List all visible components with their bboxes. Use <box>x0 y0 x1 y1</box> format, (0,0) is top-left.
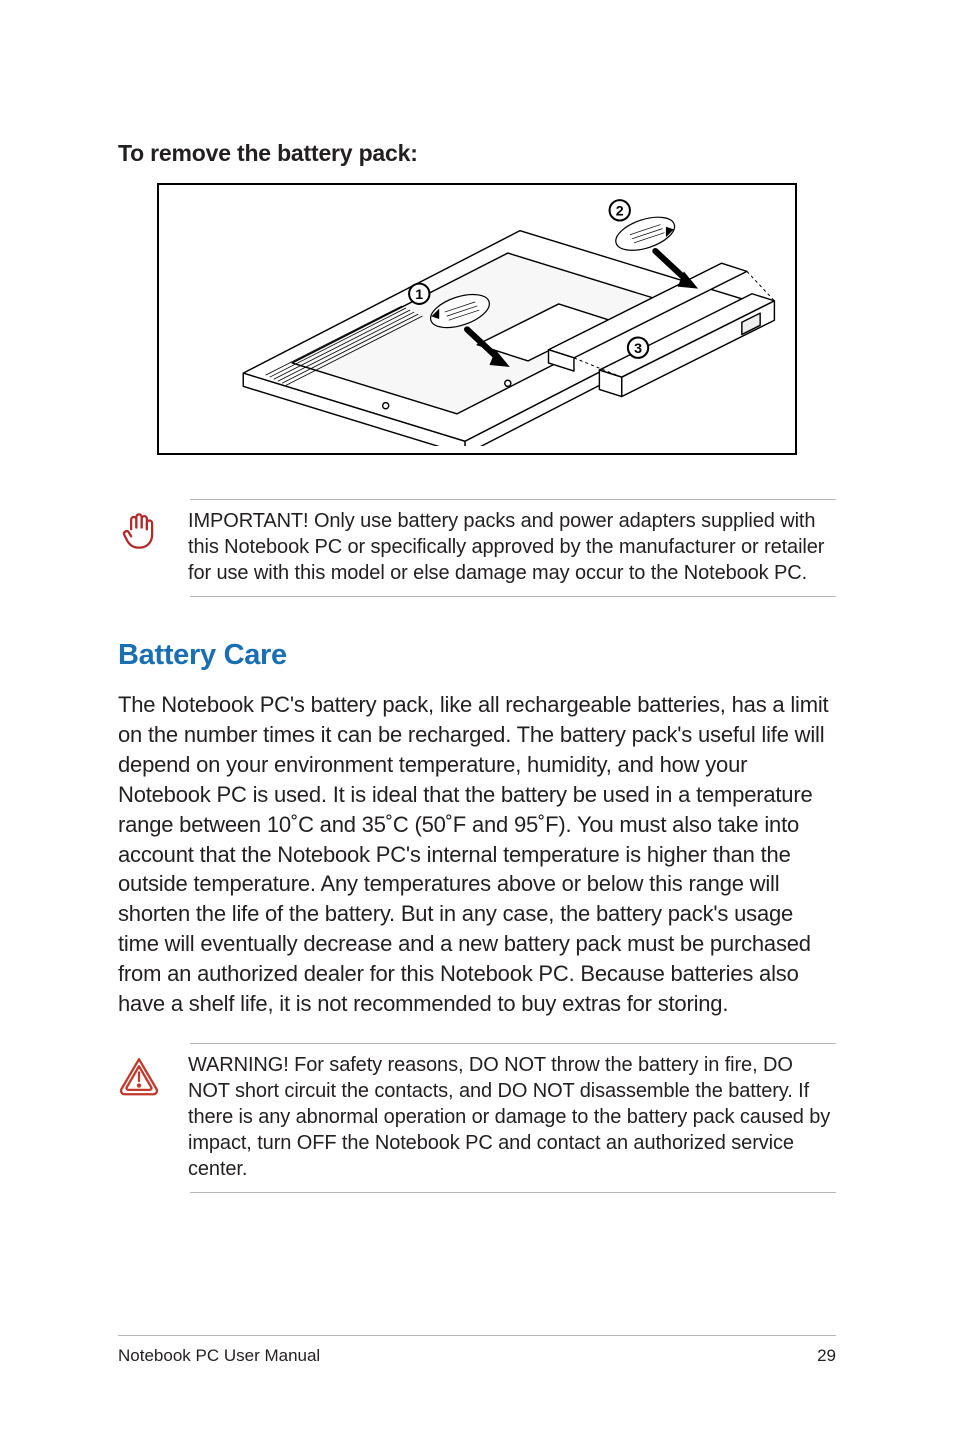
footer-title: Notebook PC User Manual <box>118 1346 320 1366</box>
warning-label: WARNING! <box>188 1054 294 1076</box>
hand-stop-icon <box>118 508 160 552</box>
page-footer: Notebook PC User Manual 29 <box>118 1335 836 1366</box>
important-note: IMPORTANT! Only use battery packs and po… <box>190 499 836 597</box>
battery-care-paragraph: The Notebook PC's battery pack, like all… <box>118 690 836 1019</box>
warning-triangle-icon <box>118 1052 160 1096</box>
warning-note-text: WARNING! For safety reasons, DO NOT thro… <box>188 1052 836 1182</box>
battery-removal-figure: 1 2 <box>157 183 797 455</box>
section-heading: To remove the battery pack: <box>118 140 836 167</box>
important-label: IMPORTANT! <box>188 510 314 532</box>
important-note-text: IMPORTANT! Only use battery packs and po… <box>188 508 836 586</box>
page-number: 29 <box>817 1346 836 1366</box>
laptop-diagram: 1 2 <box>172 192 783 446</box>
svg-text:2: 2 <box>615 203 623 219</box>
battery-care-heading: Battery Care <box>118 639 836 672</box>
manual-page: To remove the battery pack: <box>0 0 954 1193</box>
warning-note: WARNING! For safety reasons, DO NOT thro… <box>190 1043 836 1193</box>
svg-text:1: 1 <box>415 287 423 303</box>
svg-text:3: 3 <box>634 341 642 357</box>
